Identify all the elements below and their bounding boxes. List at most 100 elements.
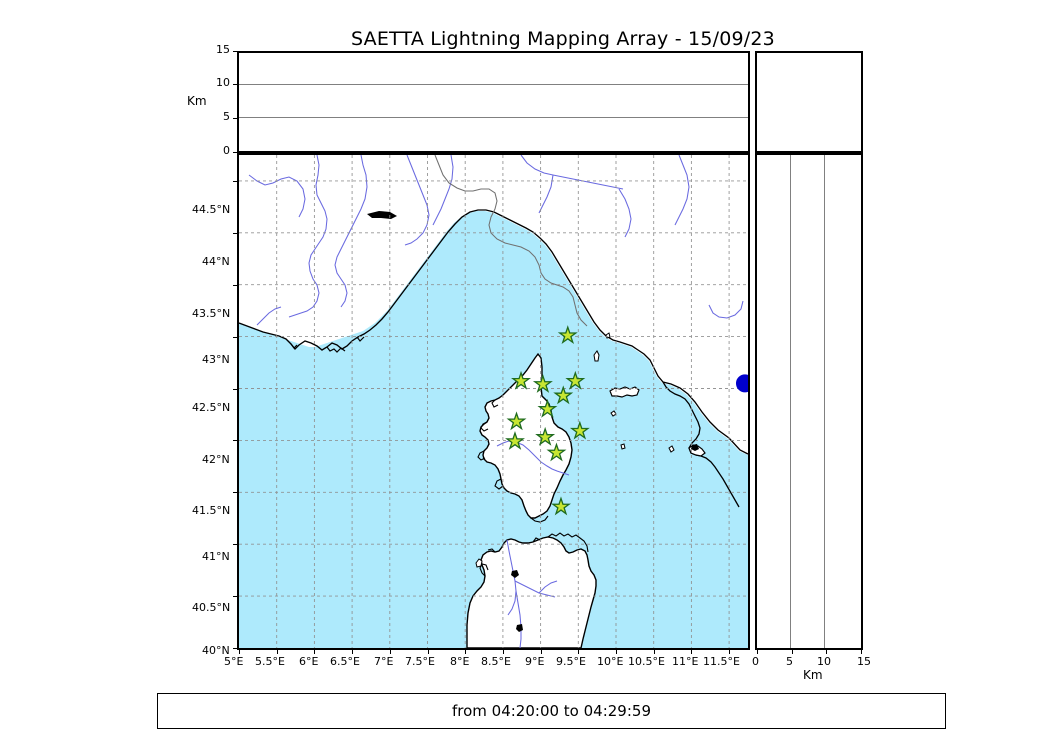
- tick-alt-15: [233, 51, 237, 52]
- river-sardinia-3: [515, 590, 522, 648]
- right-panel-xtick: [861, 650, 862, 654]
- coastline-sardinia-northeast-detail: [532, 532, 589, 553]
- gridline-alt-10: [239, 84, 748, 85]
- gridline-km-5: [790, 155, 791, 648]
- panel-geographic-map[interactable]: [237, 153, 750, 650]
- river-loire-upper: [248, 174, 306, 218]
- river-po: [520, 155, 624, 190]
- panel-height-vs-longitude[interactable]: [237, 51, 750, 153]
- source-markers: [735, 374, 748, 393]
- lake-sardinia-2: [516, 624, 523, 632]
- right-panel-xtick: [791, 650, 793, 654]
- island-giglio: [668, 445, 675, 453]
- alt-tick-5: 5: [223, 110, 230, 123]
- lon-tick-9.5: 9.5°E: [556, 655, 586, 668]
- river-sardinia-4: [538, 580, 558, 594]
- map-canvas: [239, 155, 748, 648]
- national-borders: [434, 155, 588, 327]
- lat-tick-41: 41°N: [202, 550, 230, 563]
- source-marker: [735, 374, 748, 393]
- map-ytick: [233, 284, 237, 286]
- map-ytick: [233, 596, 237, 598]
- map-xtick: [578, 650, 580, 654]
- lake-lazio: [691, 444, 699, 451]
- coastline-corsica-west-detail: [477, 399, 504, 490]
- km-tick-10: 10: [817, 655, 831, 668]
- tick-alt-10: [233, 84, 237, 85]
- map-ytick: [233, 440, 237, 442]
- panel-height-histogram[interactable]: [755, 51, 863, 153]
- coastline-riviera-detail: [290, 336, 365, 353]
- km-tick-0: 0: [752, 655, 759, 668]
- map-gridlines: [239, 155, 748, 648]
- lon-tick-10: 10°E: [597, 655, 624, 668]
- coastline-tuscany: [662, 381, 740, 508]
- time-range-bar[interactable]: from 04:20:00 to 04:29:59: [157, 693, 946, 729]
- river-rhone: [288, 155, 328, 318]
- map-ytick: [233, 648, 237, 649]
- map-xtick: [239, 650, 240, 654]
- alt-tick-0: 0: [223, 144, 230, 157]
- map-ytick: [233, 388, 237, 390]
- lat-tick-40.5: 40.5°N: [192, 601, 231, 614]
- lon-tick-7: 7°E: [374, 655, 394, 668]
- map-xtick: [502, 650, 504, 654]
- map-ytick: [233, 232, 237, 234]
- lat-tick-41.5: 41.5°N: [192, 504, 231, 517]
- map-ytick: [233, 336, 237, 338]
- river-saone: [334, 155, 368, 308]
- panel-latitude-vs-height[interactable]: [755, 153, 863, 650]
- map-xtick: [389, 650, 391, 654]
- lon-tick-11.5: 11.5°E: [703, 655, 740, 668]
- river-sardinia-2: [514, 580, 556, 598]
- border-france-switzerland-italy: [434, 155, 588, 327]
- lon-tick-6.5: 6.5°E: [330, 655, 360, 668]
- km-tick-5: 5: [786, 655, 793, 668]
- map-ytick: [233, 544, 237, 546]
- right-panel-xtick: [826, 650, 828, 654]
- landmass-continent: [239, 155, 748, 455]
- river-isere: [432, 155, 454, 226]
- map-ytick: [233, 180, 237, 182]
- island-elba: [609, 386, 640, 398]
- map-xtick: [352, 650, 354, 654]
- island-asinara: [475, 558, 483, 568]
- lon-tick-5: 5°E: [224, 655, 244, 668]
- map-xtick: [314, 650, 316, 654]
- lon-tick-9: 9°E: [525, 655, 545, 668]
- lat-tick-43.5: 43.5°N: [192, 307, 231, 320]
- lon-tick-11: 11°E: [672, 655, 699, 668]
- gridline-alt-5: [239, 117, 748, 118]
- lon-tick-7.5: 7.5°E: [405, 655, 435, 668]
- lat-tick-40: 40°N: [202, 644, 230, 657]
- map-xtick: [653, 650, 655, 654]
- map-xtick: [465, 650, 467, 654]
- lon-tick-10.5: 10.5°E: [628, 655, 665, 668]
- alt-tick-15: 15: [216, 43, 230, 56]
- tick-alt-5: [233, 118, 237, 119]
- gridline-km-10: [824, 155, 825, 648]
- map-xtick: [276, 650, 278, 654]
- km-tick-15: 15: [857, 655, 871, 668]
- lat-tick-44: 44°N: [202, 255, 230, 268]
- river-tiber-north: [708, 300, 744, 319]
- river-north-italy-1: [618, 188, 632, 238]
- lat-tick-43: 43°N: [202, 353, 230, 366]
- page-title-text: SAETTA Lightning Mapping Array - 15/09/2…: [351, 28, 775, 50]
- lon-tick-8.5: 8.5°E: [481, 655, 511, 668]
- map-xtick: [691, 650, 693, 654]
- page-title: SAETTA Lightning Mapping Array - 15/09/2…: [0, 28, 1050, 50]
- lon-tick-6: 6°E: [299, 655, 319, 668]
- lat-tick-42: 42°N: [202, 453, 230, 466]
- map-xtick: [540, 650, 542, 654]
- lon-tick-5.5: 5.5°E: [255, 655, 285, 668]
- coastline-continent: [239, 209, 748, 455]
- map-ytick: [233, 492, 237, 494]
- lake-sardinia-1: [511, 570, 519, 578]
- island-montecristo: [620, 443, 626, 450]
- lat-tick-44.5: 44.5°N: [192, 203, 231, 216]
- map-xtick: [729, 650, 731, 654]
- top-panel-ylabel: Km: [187, 94, 207, 108]
- alt-tick-10: 10: [216, 76, 230, 89]
- landmass-sardinia: [466, 536, 597, 648]
